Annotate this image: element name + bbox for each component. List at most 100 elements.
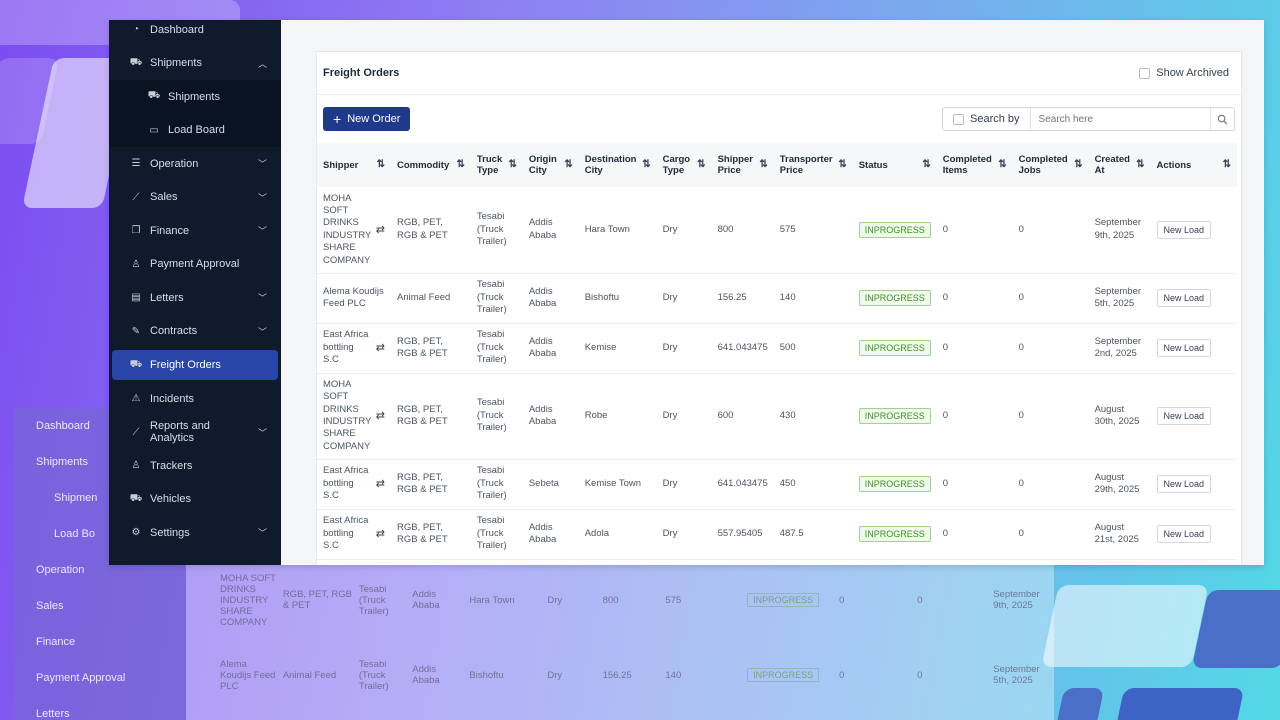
- new-load-button[interactable]: New Load: [1156, 339, 1212, 357]
- column-header-destination-city[interactable]: Destination City ⇅: [579, 143, 657, 187]
- column-header-completed-jobs[interactable]: Completed Jobs ⇅: [1013, 143, 1089, 187]
- sidebar-item-trackers[interactable]: ♙ Trackers: [109, 449, 281, 483]
- sort-icon[interactable]: ⇅: [376, 159, 385, 170]
- sort-icon[interactable]: ⇅: [759, 159, 768, 170]
- chevron-down-icon[interactable]: ﹀: [257, 293, 267, 304]
- sort-icon[interactable]: ⇅: [922, 159, 931, 170]
- table-row[interactable]: East Africa bottling S.C ⇄ RGB, PET, RGB &…: [317, 509, 1237, 560]
- swap-icon[interactable]: ⇄: [375, 477, 385, 490]
- sidebar-item-letters[interactable]: ▤ Letters ﹀: [109, 281, 281, 315]
- sort-icon[interactable]: ⇅: [1222, 159, 1231, 170]
- column-header-created-at[interactable]: Created At ⇅: [1089, 143, 1151, 187]
- search-by-checkbox[interactable]: [953, 113, 964, 125]
- column-header-status[interactable]: Status ⇅: [853, 143, 937, 187]
- table-row[interactable]: MOHA SOFT DRINKS INDUSTRY SHARE COMPANY ⇄…: [317, 373, 1237, 460]
- table-row[interactable]: MOHA SOFT DRINKS INDUSTRY SHARE COMPANY ⇄…: [317, 187, 1237, 274]
- sidebar-item-shipments[interactable]: ⛟ Shipments: [109, 80, 281, 114]
- cell-completed-jobs-value: 0: [1018, 341, 1024, 353]
- sidebar: ◔ Dashboard ⛟ Shipments ︿ ⛟ Shipments ▭ Load Boa…: [109, 20, 285, 565]
- chevron-down-icon[interactable]: ﹀: [257, 326, 267, 337]
- swap-icon[interactable]: ⇄: [375, 223, 385, 236]
- sidebar-item-dashboard[interactable]: ◔ Dashboard: [109, 20, 281, 47]
- column-header-shipper[interactable]: Shipper ⇅: [317, 143, 391, 187]
- table-row[interactable]: East Africa bottling S.C ⇄ RGB, PET, RGB &…: [317, 459, 1237, 510]
- column-header-commodity[interactable]: Commodity ⇅: [391, 143, 471, 187]
- table-row[interactable]: East Africa bottling S.C ⇄ RGB, PET, RGB &…: [317, 323, 1237, 374]
- sidebar-item-reports-and-analytics[interactable]: ⟋ Reports and Analytics ﹀: [109, 416, 281, 450]
- sidebar-item-contracts[interactable]: ✎ Contracts ﹀: [109, 315, 281, 349]
- chevron-down-icon[interactable]: ﹀: [257, 192, 267, 203]
- swap-icon[interactable]: ⇄: [375, 409, 385, 422]
- bg-shape: [1041, 585, 1209, 667]
- edit-icon: ✎: [131, 325, 141, 337]
- chevron-down-icon[interactable]: ﹀: [257, 528, 267, 539]
- new-load-button[interactable]: New Load: [1156, 475, 1212, 493]
- new-load-button[interactable]: New Load: [1156, 289, 1212, 307]
- sort-icon[interactable]: ⇅: [508, 159, 517, 170]
- sidebar-item-load-board[interactable]: ▭ Load Board: [109, 113, 281, 147]
- status-badge: INPROGRESS: [858, 525, 931, 543]
- column-header-truck-type[interactable]: Truck Type ⇅: [471, 143, 523, 187]
- cell-cargo-type: Dry: [656, 273, 712, 324]
- column-header-actions[interactable]: Actions ⇅: [1151, 143, 1238, 187]
- column-header-cargo-type[interactable]: Cargo Type ⇅: [657, 143, 712, 187]
- show-archived-checkbox[interactable]: [1139, 67, 1151, 79]
- cell-shipper: MOHA SOFT DRINKS INDUSTRY SHARE COMPANY ⇄: [317, 187, 391, 274]
- new-load-button[interactable]: New Load: [1156, 407, 1212, 425]
- chevron-down-icon[interactable]: ﹀: [257, 427, 267, 438]
- cell-completed-jobs-value: 0: [1018, 477, 1024, 489]
- ghost-sidebar-item: Load Bo: [54, 528, 95, 540]
- sort-icon[interactable]: ⇅: [697, 159, 706, 170]
- cell-created-at-value: September 5th, 2025: [1094, 285, 1142, 309]
- sort-icon[interactable]: ⇅: [456, 159, 465, 170]
- cell-shipper: MOHA SOFT DRINKS INDUSTRY SHARE COMPANY ⇄: [317, 373, 391, 460]
- cell-completed-jobs: 0: [1012, 323, 1089, 374]
- swap-icon[interactable]: ⇄: [375, 341, 385, 354]
- column-header-completed-items[interactable]: Completed Items ⇅: [937, 143, 1013, 187]
- sidebar-item-incidents[interactable]: ⚠ Incidents: [109, 382, 281, 416]
- bg-shape: [1055, 688, 1105, 720]
- cell-shipper-value: Alema Koudijs Feed PLC: [323, 285, 384, 309]
- status-badge: INPROGRESS: [858, 475, 931, 493]
- sort-icon[interactable]: ⇅: [564, 159, 573, 170]
- sidebar-item-freight-orders[interactable]: ⛟ Freight Orders: [112, 350, 278, 380]
- column-header-transporter-price[interactable]: Transporter Price ⇅: [774, 143, 853, 187]
- sidebar-item-payment-approval[interactable]: ♙ Payment Approval: [109, 248, 281, 282]
- search-by-toggle[interactable]: Search by: [943, 108, 1031, 130]
- sidebar-item-label: Letters: [150, 291, 184, 304]
- chevron-up-icon[interactable]: ︿: [257, 58, 267, 69]
- sort-icon[interactable]: ⇅: [1136, 159, 1145, 170]
- cell-commodity-value: RGB, PET, RGB & PET: [396, 403, 448, 427]
- ghost-cell: 575: [665, 594, 682, 606]
- cell-completed-jobs: 0: [1012, 187, 1089, 274]
- table-row[interactable]: Alema Koudijs Feed PLC Animal Feed Tesabi …: [317, 273, 1237, 324]
- plus-icon: +: [333, 111, 342, 127]
- show-archived-toggle[interactable]: Show Archived: [1139, 67, 1229, 79]
- cell-shipper-price-value: 600: [717, 409, 734, 421]
- new-load-button[interactable]: New Load: [1156, 525, 1212, 543]
- new-order-button[interactable]: + New Order: [323, 107, 411, 131]
- sidebar-item-sales[interactable]: ⟋ Sales ﹀: [109, 181, 281, 215]
- new-load-button[interactable]: New Load: [1156, 220, 1212, 239]
- search-input[interactable]: [1030, 113, 1210, 125]
- search-button[interactable]: [1210, 108, 1234, 130]
- sort-icon[interactable]: ⇅: [1074, 159, 1083, 170]
- sidebar-item-finance[interactable]: ❐ Finance ﹀: [109, 214, 281, 248]
- sort-icon[interactable]: ⇅: [998, 159, 1007, 170]
- column-header-shipper-price[interactable]: Shipper Price ⇅: [712, 143, 774, 187]
- column-header-origin-city[interactable]: Origin City ⇅: [523, 143, 579, 187]
- cell-origin-city-value: Addis Ababa: [528, 217, 557, 241]
- sidebar-item-shipments[interactable]: ⛟ Shipments ︿: [109, 47, 281, 81]
- sidebar-item-vehicles[interactable]: ⛟ Vehicles: [109, 483, 281, 517]
- cell-origin-city-value: Addis Ababa: [528, 335, 557, 359]
- chevron-down-icon[interactable]: ﹀: [257, 226, 267, 237]
- column-header-label: Completed Items: [942, 154, 992, 176]
- swap-icon[interactable]: ⇄: [375, 527, 385, 540]
- sort-icon[interactable]: ⇅: [838, 159, 847, 170]
- sort-icon[interactable]: ⇅: [642, 159, 651, 170]
- sidebar-item-settings[interactable]: ⚙ Settings ﹀: [109, 516, 281, 550]
- money-icon: ❐: [131, 225, 141, 237]
- chevron-down-icon[interactable]: ﹀: [257, 159, 267, 170]
- sidebar-item-operation[interactable]: ☰ Operation ﹀: [109, 147, 281, 181]
- cell-completed-jobs-value: 0: [1018, 223, 1024, 235]
